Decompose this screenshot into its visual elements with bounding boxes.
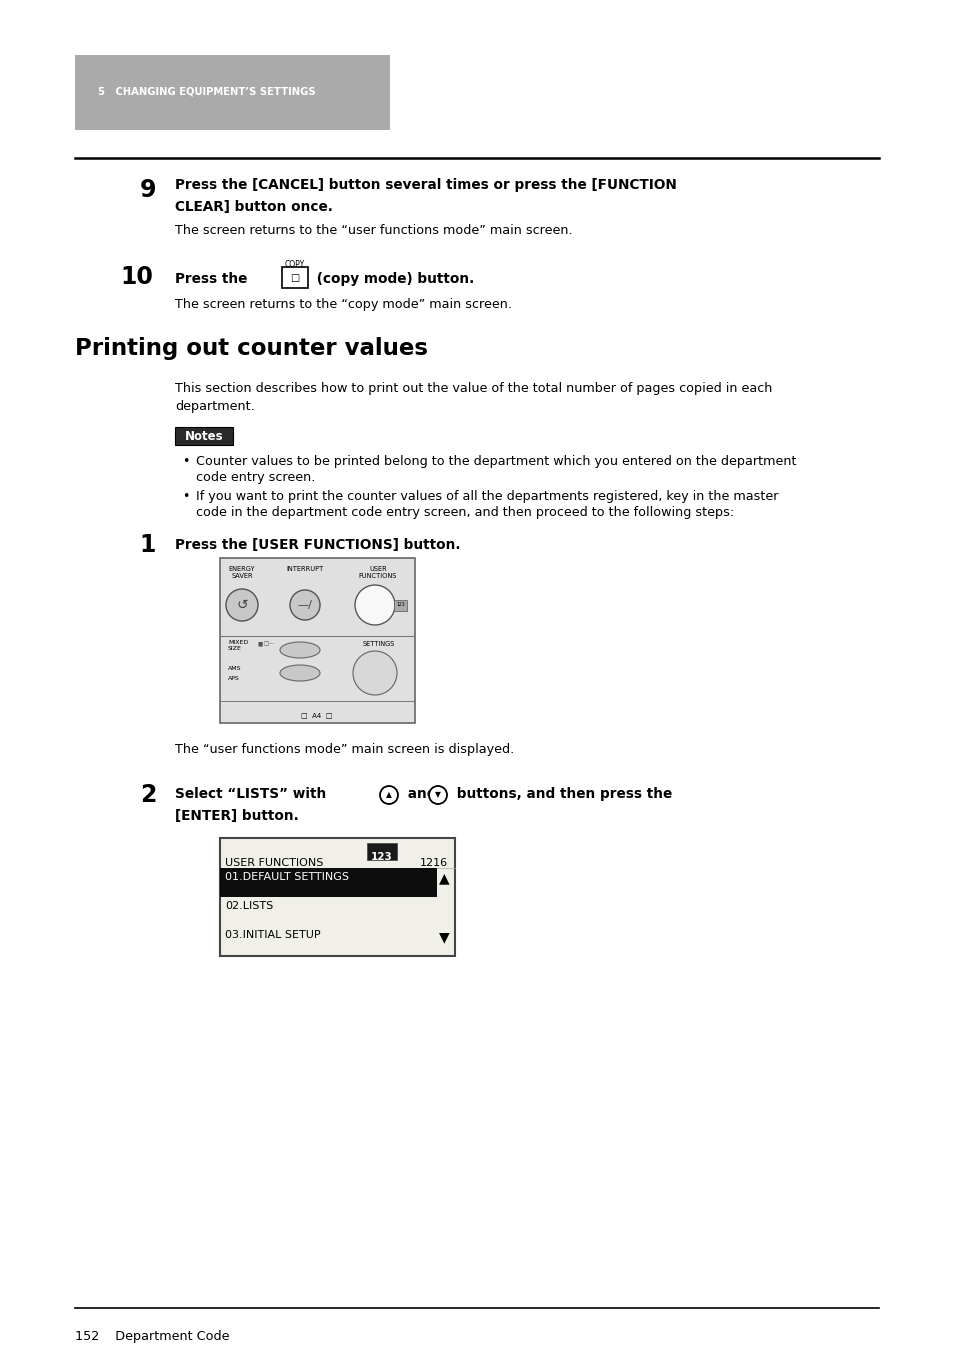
Text: 1216: 1216 [419, 858, 448, 867]
Text: 1: 1 [140, 534, 156, 557]
FancyBboxPatch shape [367, 843, 396, 861]
FancyBboxPatch shape [220, 867, 436, 897]
Text: ▲: ▲ [386, 790, 392, 800]
Text: ■: ■ [257, 640, 263, 646]
Text: If you want to print the counter values of all the departments registered, key i: If you want to print the counter values … [195, 490, 778, 503]
Text: Counter values to be printed belong to the department which you entered on the d: Counter values to be printed belong to t… [195, 455, 796, 467]
Text: 10: 10 [120, 265, 153, 289]
FancyBboxPatch shape [75, 55, 390, 130]
Text: CLEAR] button once.: CLEAR] button once. [174, 200, 333, 213]
Text: code in the department code entry screen, and then proceed to the following step: code in the department code entry screen… [195, 507, 734, 519]
Text: •: • [182, 490, 190, 503]
Text: The “user functions mode” main screen is displayed.: The “user functions mode” main screen is… [174, 743, 514, 757]
Text: Press the [USER FUNCTIONS] button.: Press the [USER FUNCTIONS] button. [174, 538, 460, 553]
Text: Press the [CANCEL] button several times or press the [FUNCTION: Press the [CANCEL] button several times … [174, 178, 677, 192]
Text: 02.LISTS: 02.LISTS [225, 901, 273, 911]
Text: ▼: ▼ [435, 790, 440, 800]
Text: ▲: ▲ [439, 871, 450, 885]
Text: department.: department. [174, 400, 254, 413]
Ellipse shape [280, 665, 319, 681]
Text: SETTINGS: SETTINGS [363, 640, 395, 647]
Text: APS: APS [228, 676, 239, 681]
Circle shape [290, 590, 319, 620]
Text: •: • [182, 455, 190, 467]
Text: 5   CHANGING EQUIPMENT’S SETTINGS: 5 CHANGING EQUIPMENT’S SETTINGS [98, 86, 315, 97]
Text: USER FUNCTIONS: USER FUNCTIONS [225, 858, 323, 867]
Text: code entry screen.: code entry screen. [195, 471, 315, 484]
Text: Notes: Notes [185, 431, 223, 443]
Text: 9: 9 [139, 178, 156, 203]
Text: □: □ [290, 273, 299, 282]
Circle shape [355, 585, 395, 626]
Text: —/: —/ [297, 600, 313, 611]
Circle shape [379, 786, 397, 804]
Circle shape [429, 786, 447, 804]
Text: buttons, and then press the: buttons, and then press the [452, 788, 672, 801]
Text: [ENTER] button.: [ENTER] button. [174, 809, 298, 823]
Text: 123: 123 [396, 603, 405, 608]
Ellipse shape [280, 642, 319, 658]
Circle shape [353, 651, 396, 694]
FancyBboxPatch shape [220, 838, 455, 957]
Text: COPY: COPY [285, 259, 305, 269]
Text: The screen returns to the “copy mode” main screen.: The screen returns to the “copy mode” ma… [174, 299, 512, 311]
Text: The screen returns to the “user functions mode” main screen.: The screen returns to the “user function… [174, 224, 572, 236]
Circle shape [226, 589, 257, 621]
Text: 152    Department Code: 152 Department Code [75, 1329, 230, 1343]
Text: □  A4  □: □ A4 □ [301, 712, 333, 717]
FancyBboxPatch shape [395, 600, 407, 611]
Text: (copy mode) button.: (copy mode) button. [312, 272, 474, 286]
Text: ENERGY
SAVER: ENERGY SAVER [229, 566, 255, 580]
Text: 123: 123 [371, 852, 393, 862]
Text: Printing out counter values: Printing out counter values [75, 336, 428, 359]
Text: and: and [402, 788, 441, 801]
Text: □—: □— [264, 640, 274, 646]
Text: 2: 2 [140, 784, 156, 807]
Text: USER
FUNCTIONS: USER FUNCTIONS [358, 566, 396, 580]
Text: Press the: Press the [174, 272, 252, 286]
Text: Select “LISTS” with: Select “LISTS” with [174, 788, 331, 801]
Text: This section describes how to print out the value of the total number of pages c: This section describes how to print out … [174, 382, 772, 394]
Text: 01.DEFAULT SETTINGS: 01.DEFAULT SETTINGS [225, 871, 349, 881]
Text: INTERRUPT: INTERRUPT [286, 566, 323, 571]
FancyBboxPatch shape [282, 267, 308, 288]
FancyBboxPatch shape [174, 427, 233, 444]
Text: 03.INITIAL SETUP: 03.INITIAL SETUP [225, 931, 320, 940]
Text: MIXED
SIZE: MIXED SIZE [228, 640, 248, 651]
Text: ↺: ↺ [236, 598, 248, 612]
FancyBboxPatch shape [220, 558, 415, 723]
Text: AMS: AMS [228, 666, 241, 671]
Text: ▼: ▼ [439, 931, 450, 944]
